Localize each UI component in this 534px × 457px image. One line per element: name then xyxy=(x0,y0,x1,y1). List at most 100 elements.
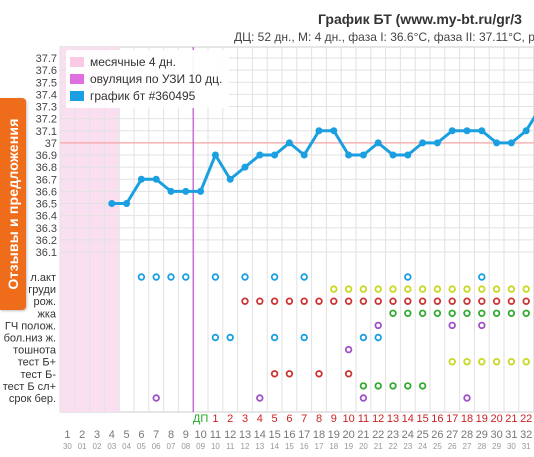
symptom-marker xyxy=(256,297,264,305)
cycle-day-label: 18 xyxy=(313,429,325,441)
temperature-point xyxy=(300,151,308,159)
phase-day-label: 2 xyxy=(227,413,233,425)
symptom-label: груди xyxy=(28,284,56,296)
legend-swatch-temperature xyxy=(70,91,84,101)
symptom-label: жка xyxy=(37,308,56,320)
cycle-day-label: 12 xyxy=(224,429,236,441)
temperature-point xyxy=(226,175,234,183)
cycle-day-label: 5 xyxy=(124,429,130,441)
symptom-marker xyxy=(522,358,530,366)
cycle-day-label: 11 xyxy=(210,429,221,441)
symptom-marker xyxy=(492,358,501,366)
phase-day-label: ДП xyxy=(193,413,208,425)
symptom-marker xyxy=(389,285,397,293)
phase-day-label: 10 xyxy=(342,413,354,425)
symptom-label: бол.низ ж. xyxy=(4,333,56,345)
date-label: 20 xyxy=(359,442,368,451)
temperature-point xyxy=(285,139,293,147)
y-tick-label: 36.5 xyxy=(36,199,57,211)
symptom-marker xyxy=(404,297,412,305)
temperature-point xyxy=(389,151,397,159)
symptom-marker xyxy=(374,297,382,305)
feedback-tab-label: Отзывы и предложения xyxy=(5,118,21,290)
date-label: 18 xyxy=(329,442,338,451)
date-label: 24 xyxy=(418,442,427,451)
symptom-marker xyxy=(300,333,308,342)
phase-day-label: 3 xyxy=(242,413,248,425)
cycle-day-label: 16 xyxy=(283,429,295,441)
temperature-point xyxy=(197,187,205,195)
symptom-label: тест Б сл+ xyxy=(3,381,56,393)
phase-day-label: 19 xyxy=(476,413,488,425)
temperature-point xyxy=(478,127,486,135)
symptom-marker xyxy=(448,321,456,330)
cycle-day-label: 21 xyxy=(357,429,369,441)
symptom-marker xyxy=(418,382,427,390)
y-tick-label: 36.7 xyxy=(36,174,57,186)
temperature-point xyxy=(123,200,131,207)
cycle-day-label: 26 xyxy=(431,429,443,441)
phase-day-label: 17 xyxy=(446,413,458,425)
date-label: 01 xyxy=(78,442,87,451)
phase-day-label: 21 xyxy=(505,413,517,425)
symptom-marker xyxy=(330,285,338,293)
symptom-marker xyxy=(463,394,471,402)
symptom-label: тошнота xyxy=(13,345,57,357)
phase-day-label: 8 xyxy=(316,413,322,425)
date-label: 14 xyxy=(270,442,279,451)
temperature-point xyxy=(404,151,412,159)
phase-day-label: 18 xyxy=(461,413,473,425)
symptom-marker xyxy=(404,273,412,281)
symptom-marker xyxy=(478,321,486,330)
y-tick-label: 36.2 xyxy=(36,235,57,247)
temperature-point xyxy=(345,151,353,159)
symptom-marker xyxy=(463,309,471,317)
temperature-point xyxy=(433,139,441,147)
symptom-marker xyxy=(256,394,264,402)
date-label: 19 xyxy=(344,442,353,451)
cycle-day-label: 20 xyxy=(342,429,354,441)
y-tick-label: 37.1 xyxy=(36,126,57,138)
temperature-point xyxy=(315,127,323,135)
date-label: 03 xyxy=(107,442,116,451)
symptom-marker xyxy=(374,321,382,330)
legend-swatch-ovulation xyxy=(70,74,84,84)
temperature-point xyxy=(241,163,249,171)
chart-legend: месячные 4 дн. овуляция по УЗИ 10 дц. гр… xyxy=(66,50,229,108)
symptom-marker xyxy=(478,285,486,293)
cycle-day-label: 23 xyxy=(387,429,399,441)
symptom-marker xyxy=(315,297,323,305)
cycle-day-label: 29 xyxy=(476,429,488,441)
feedback-tab[interactable]: Отзывы и предложения xyxy=(0,98,26,310)
date-label: 02 xyxy=(93,442,102,451)
cycle-day-label: 13 xyxy=(239,429,251,441)
temperature-point xyxy=(182,187,190,195)
date-label: 17 xyxy=(315,442,324,451)
symptom-marker xyxy=(211,273,220,281)
temperature-point xyxy=(211,151,219,159)
phase-day-label: 13 xyxy=(387,413,399,425)
symptom-marker xyxy=(418,309,427,317)
symptom-label: рож. xyxy=(33,296,56,308)
phase-day-label: 1 xyxy=(212,413,218,425)
temperature-point xyxy=(108,200,116,207)
date-label: 25 xyxy=(433,442,442,451)
temperature-point xyxy=(152,175,160,183)
cycle-day-label: 19 xyxy=(328,429,340,441)
date-label: 30 xyxy=(63,442,72,451)
symptom-marker xyxy=(344,370,353,378)
date-label: 10 xyxy=(211,442,220,451)
symptom-marker xyxy=(478,273,486,281)
cycle-day-label: 2 xyxy=(79,429,85,441)
symptom-marker xyxy=(270,297,279,305)
symptom-marker xyxy=(418,297,427,305)
y-tick-label: 36.8 xyxy=(36,162,57,174)
phase-day-label: 22 xyxy=(520,413,532,425)
symptom-marker xyxy=(463,297,471,305)
cycle-day-label: 17 xyxy=(298,429,310,441)
symptom-marker xyxy=(374,333,382,342)
cycle-day-label: 27 xyxy=(446,429,458,441)
date-label: 28 xyxy=(477,442,486,451)
phase-day-label: 14 xyxy=(402,413,414,425)
symptom-marker xyxy=(478,297,486,305)
